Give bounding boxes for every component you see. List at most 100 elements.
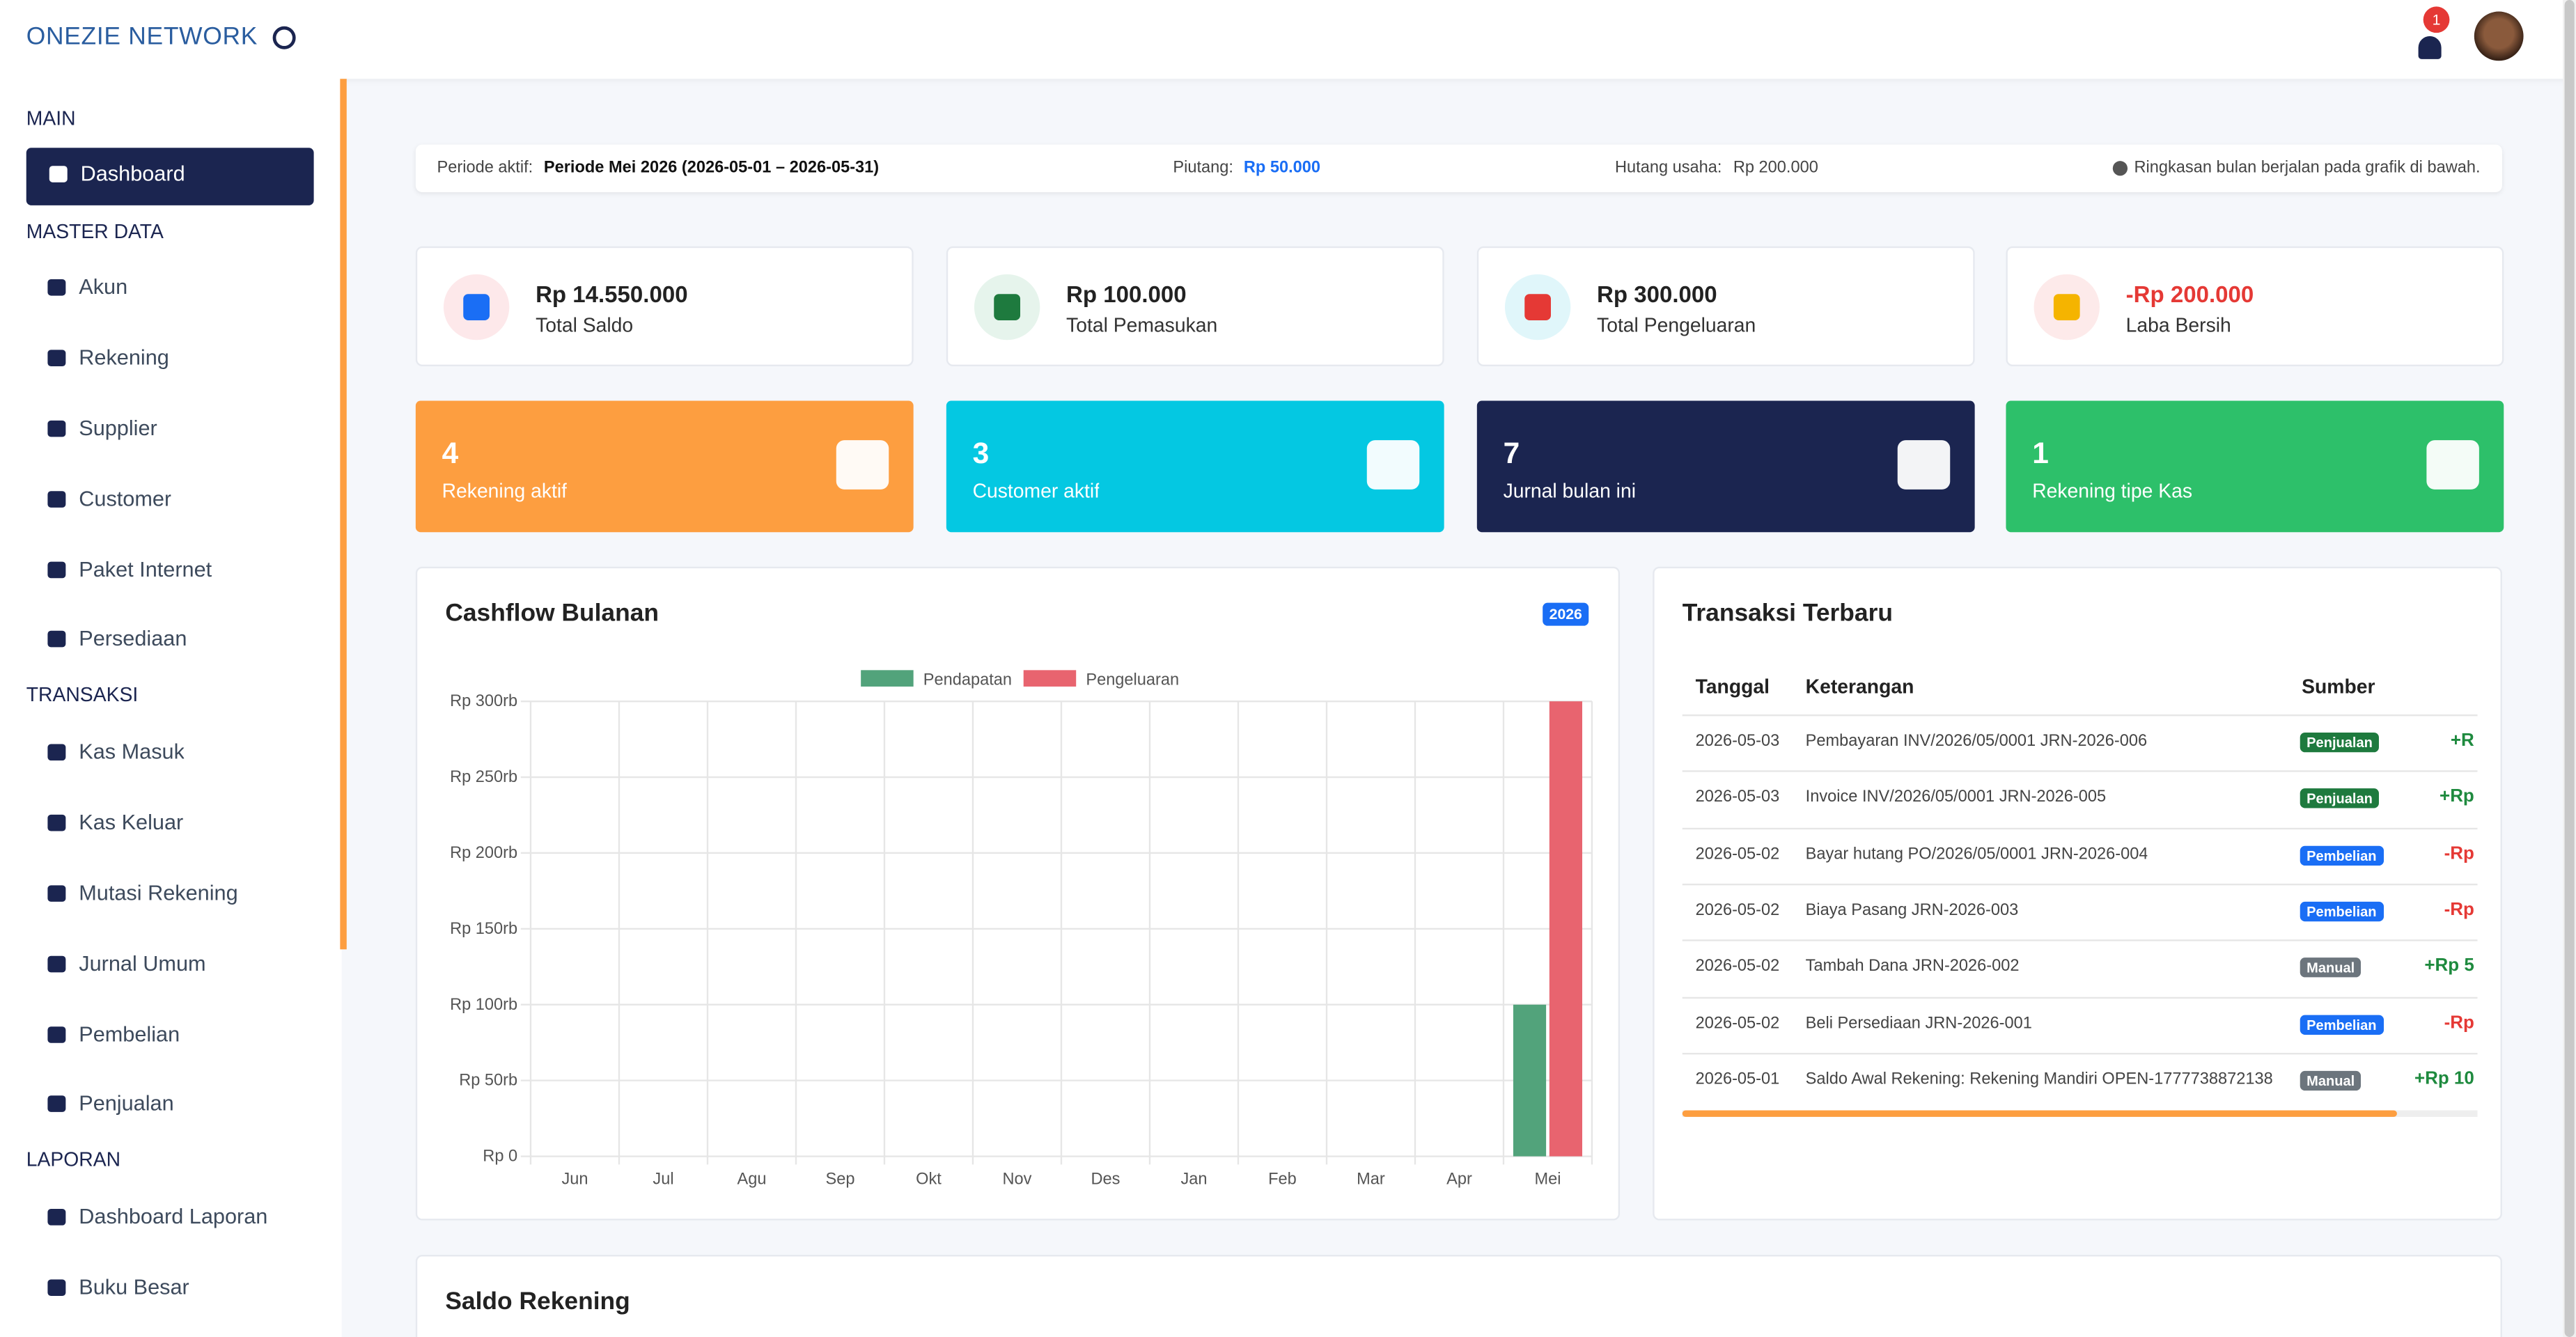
bar xyxy=(1513,1004,1547,1157)
tx-date: 2026-05-01 xyxy=(1695,1070,1780,1089)
info-text: Hutang usaha: xyxy=(1614,159,1722,178)
row-divider xyxy=(1682,996,2478,998)
count-label: Customer aktif xyxy=(972,479,1100,503)
legend-label: Pengeluaran xyxy=(1086,671,1179,689)
nav-item[interactable]: Supplier xyxy=(79,415,157,441)
nav-item[interactable]: Mutasi Rekening xyxy=(79,880,238,905)
legend-label: Pendapatan xyxy=(923,671,1012,689)
active-item-bg[interactable] xyxy=(26,148,314,205)
transactions-card: Transaksi Terbaru Tanggal Keterangan Sumber… xyxy=(1653,566,2502,1221)
x-tick-label: Jun xyxy=(561,1170,588,1188)
nav-icon xyxy=(47,1279,66,1297)
count-card: 4 Rekening aktif xyxy=(415,400,914,533)
row-divider xyxy=(1682,770,2478,773)
nav-item[interactable]: Paket Internet xyxy=(79,556,212,581)
sidebar xyxy=(0,0,342,1337)
info-note: Ringkasan bulan berjalan pada grafik di … xyxy=(2134,159,2481,178)
sidebar-section-title: TRANSAKSI xyxy=(26,683,139,707)
nav-icon xyxy=(47,561,66,579)
summary-value: -Rp 200.000 xyxy=(2125,281,2254,308)
avatar[interactable] xyxy=(2474,11,2524,61)
row-divider xyxy=(1682,714,2478,717)
tx-source: Penjualan xyxy=(2300,732,2380,753)
tx-amount: -Rp xyxy=(2444,1012,2474,1033)
info-bar: Periode aktif: Periode Mei 2026 (2026-05-… xyxy=(415,144,2502,192)
nav-item[interactable]: Penjualan xyxy=(79,1090,174,1116)
count-value: 4 xyxy=(442,437,459,470)
info-text: Rp 50.000 xyxy=(1243,159,1321,178)
nav-item[interactable]: Kas Masuk xyxy=(79,739,185,764)
x-tick-label: Okt xyxy=(916,1170,942,1188)
tx-source: Manual xyxy=(2300,957,2362,978)
power-icon xyxy=(272,26,296,49)
nav-item[interactable]: Pembelian xyxy=(79,1022,180,1047)
nav-item[interactable]: Jurnal Umum xyxy=(79,951,206,976)
sidebar-section-title: LAPORAN xyxy=(26,1148,121,1171)
tx-source: Penjualan xyxy=(2300,788,2380,809)
top-bar xyxy=(0,0,2576,79)
row-divider xyxy=(1682,827,2478,829)
chart: Rp 0 Rp 50rb Rp 100rb Rp 150rb Rp 200rb Rp 25… xyxy=(450,670,1593,1188)
tx-desc: Tambah Dana JRN-2026-002 xyxy=(1805,957,2020,976)
x-tick-label: Mar xyxy=(1357,1170,1385,1188)
summary-icon xyxy=(463,294,490,320)
brand[interactable]: ONEZIE NETWORK xyxy=(26,23,258,52)
x-tick-label: Jul xyxy=(653,1170,673,1188)
nav-item[interactable]: Customer xyxy=(79,486,172,511)
nav-item[interactable]: Kas Keluar xyxy=(79,809,184,835)
x-tick-label: Nov xyxy=(1003,1170,1032,1188)
nav-icon xyxy=(47,1026,66,1043)
tx-amount: +Rp 5 xyxy=(2424,956,2474,976)
saldo-title: Saldo Rekening xyxy=(445,1288,630,1316)
row-divider xyxy=(1682,883,2478,886)
summary-card: Rp 300.000 Total Pengeluaran xyxy=(1476,246,1975,366)
tx-date: 2026-05-02 xyxy=(1695,1014,1780,1033)
nav-icon xyxy=(47,744,66,761)
count-icon xyxy=(1897,440,1951,490)
count-card: 7 Jurnal bulan ini xyxy=(1476,400,1975,533)
tx-desc: Invoice INV/2026/05/0001 JRN-2026-005 xyxy=(1805,788,2107,807)
legend-swatch xyxy=(1023,670,1077,687)
tx-desc: Saldo Awal Rekening: Rekening Mandiri OP… xyxy=(1805,1070,2273,1089)
nav-item[interactable]: Dashboard Laporan xyxy=(79,1203,268,1229)
tx-date: 2026-05-03 xyxy=(1695,788,1780,807)
count-label: Jurnal bulan ini xyxy=(1503,479,1637,503)
sidebar-section-title: MASTER DATA xyxy=(26,220,164,244)
info-text: Piutang: xyxy=(1173,159,1233,178)
info-icon xyxy=(2112,161,2128,176)
nav-item[interactable]: Persediaan xyxy=(79,625,187,651)
tx-amount: +Rp xyxy=(2440,787,2474,807)
count-icon xyxy=(2426,440,2479,490)
summary-card: Rp 100.000 Total Pemasukan xyxy=(946,246,1444,366)
nav-item[interactable]: Buku Besar xyxy=(79,1274,189,1299)
page-scroll-thumb xyxy=(2564,0,2575,1337)
tx-source: Manual xyxy=(2300,1070,2362,1090)
nav-item[interactable]: Akun xyxy=(79,274,128,299)
nav-item[interactable]: Dashboard xyxy=(80,161,185,186)
chart-card: Cashflow Bulanan 2026 Rp 0 Rp 50rb Rp 100rb R… xyxy=(415,566,1621,1221)
count-icon xyxy=(836,440,889,490)
tx-source: Pembelian xyxy=(2300,1014,2383,1034)
nav-icon xyxy=(47,491,66,508)
summary-card: Rp 14.550.000 Total Saldo xyxy=(415,246,914,366)
sidebar-section-title: MAIN xyxy=(26,107,76,130)
count-icon xyxy=(1366,440,1420,490)
scroll-thumb xyxy=(1682,1110,2397,1117)
count-value: 7 xyxy=(1503,437,1520,470)
tx-date: 2026-05-02 xyxy=(1695,901,1780,920)
nav-icon xyxy=(47,1209,66,1226)
summary-icon xyxy=(994,294,1021,320)
count-label: Rekening aktif xyxy=(442,479,568,503)
nav-item[interactable]: Rekening xyxy=(79,345,169,370)
tx-desc: Pembayaran INV/2026/05/0001 JRN-2026-006 xyxy=(1805,732,2148,751)
tx-date: 2026-05-02 xyxy=(1695,957,1780,976)
tx-amount: -Rp xyxy=(2444,843,2474,863)
bell-icon[interactable] xyxy=(2418,36,2442,59)
count-label: Rekening tipe Kas xyxy=(2032,479,2192,503)
nav-icon xyxy=(47,885,66,902)
count-card: 1 Rekening tipe Kas xyxy=(2006,400,2504,533)
summary-icon xyxy=(1524,294,1551,320)
x-tick-label: Feb xyxy=(1268,1170,1297,1188)
